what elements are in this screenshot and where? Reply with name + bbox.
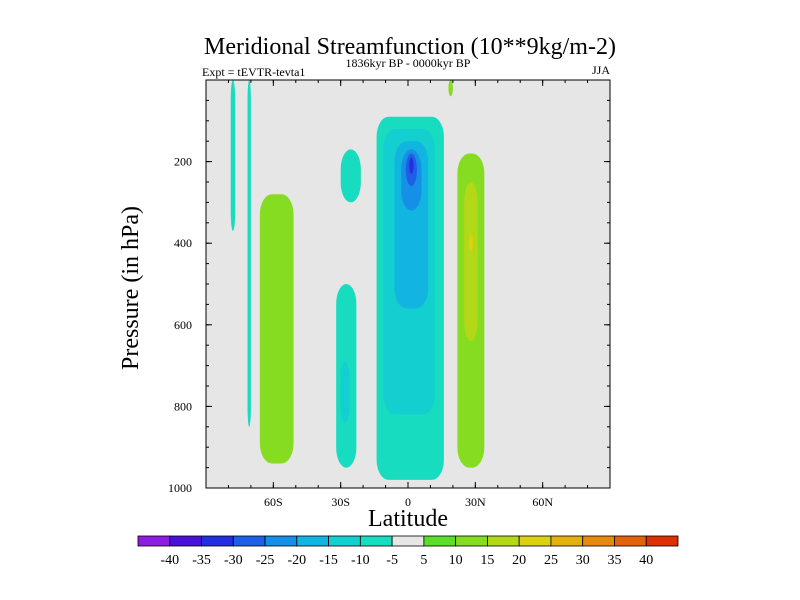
colorbar-swatch xyxy=(264,535,298,547)
y-axis-ticks: 200 400 600 800 1000 xyxy=(168,99,610,495)
chart-title: Meridional Streamfunction (10**9kg/m-2) xyxy=(204,34,616,60)
colorbar-swatch xyxy=(645,535,679,547)
colorbar-label: -35 xyxy=(192,553,211,568)
colorbar-swatch xyxy=(455,535,488,547)
colorbar-swatch xyxy=(169,535,202,547)
colorbar-label: -25 xyxy=(256,553,275,568)
contour-region-band-20N-top xyxy=(448,80,453,97)
colorbar-label: 10 xyxy=(449,553,463,568)
colorbar-label: -30 xyxy=(224,553,243,568)
colorbar-swatch xyxy=(487,535,520,547)
subtitle-left: Expt = tEVTR-tevta1 xyxy=(202,65,305,79)
y-tick-label: 1000 xyxy=(168,481,192,495)
colorbar-labels: -40 -35 -30 -25 -20 -15 -10 -5 5 10 15 20 25 30 35 40 xyxy=(160,553,653,568)
contour-region-blob-60S xyxy=(259,194,294,464)
x-tick-label: 30S xyxy=(331,495,350,509)
colorbar-swatch xyxy=(391,535,425,547)
y-axis-label: Pressure (in hPa) xyxy=(118,206,144,370)
y-tick-label: 600 xyxy=(174,318,192,332)
colorbar-swatch xyxy=(582,535,615,547)
contour-region-blob-30N-core2 xyxy=(468,235,474,252)
subtitle-center: 1836kyr BP - 0000kyr BP xyxy=(346,56,471,70)
colorbar-label: -5 xyxy=(386,553,398,568)
contour-region-band-80S xyxy=(230,80,236,231)
y-tick-label: 200 xyxy=(174,155,192,169)
colorbar-label: -40 xyxy=(160,553,179,568)
x-axis-label: Latitude xyxy=(368,506,448,532)
colorbar-label: 35 xyxy=(607,553,621,568)
contour-region-band-70S xyxy=(247,80,251,427)
colorbar xyxy=(137,535,679,547)
x-axis-ticks: 60S 30S 0 30N 60N xyxy=(205,80,611,509)
colorbar-label: 30 xyxy=(576,553,590,568)
colorbar-swatch xyxy=(550,535,584,547)
colorbar-label: 25 xyxy=(544,553,558,568)
colorbar-label: -20 xyxy=(287,553,306,568)
colorbar-swatch xyxy=(614,535,647,547)
x-tick-label: 0 xyxy=(405,495,411,509)
colorbar-swatch xyxy=(201,535,234,547)
colorbar-label: 5 xyxy=(420,553,427,568)
colorbar-swatch xyxy=(232,535,266,547)
x-tick-label: 60S xyxy=(264,495,283,509)
contour-region-blob-30S-upper xyxy=(340,149,361,203)
colorbar-label: 20 xyxy=(512,553,526,568)
x-tick-label: 60N xyxy=(532,495,553,509)
colorbar-label: -15 xyxy=(319,553,338,568)
x-tick-label: 30N xyxy=(465,495,486,509)
y-tick-label: 800 xyxy=(174,399,192,413)
colorbar-label: 15 xyxy=(480,553,494,568)
colorbar-swatch xyxy=(296,535,329,547)
colorbar-swatch xyxy=(423,535,457,547)
colorbar-swatch xyxy=(518,535,552,547)
colorbar-swatch xyxy=(359,535,393,547)
colorbar-swatch xyxy=(328,535,361,547)
subtitle-right: JJA xyxy=(592,63,610,77)
contour-region-blob-30N-core xyxy=(464,182,478,342)
contour-region-blob-30S-lower-core xyxy=(340,361,350,423)
contour-regions xyxy=(230,80,485,480)
colorbar-label: 40 xyxy=(639,553,653,568)
y-tick-label: 400 xyxy=(174,236,192,250)
contour-region-jet-0-l30 xyxy=(409,157,414,174)
colorbar-label: -10 xyxy=(351,553,370,568)
colorbar-swatch xyxy=(137,535,171,547)
